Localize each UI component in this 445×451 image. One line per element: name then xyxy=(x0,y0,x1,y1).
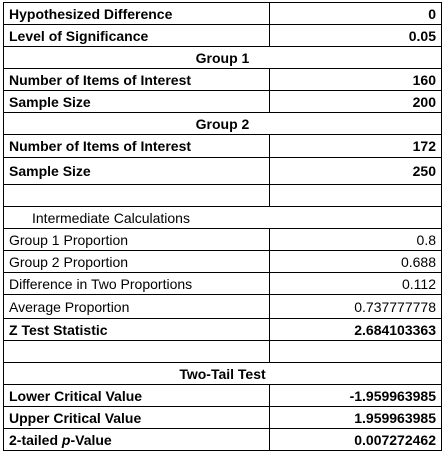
average-proportion-label[interactable]: Average Proportion xyxy=(3,294,270,319)
two-tail-header[interactable]: Two-Tail Test xyxy=(3,362,442,385)
row-blank-1 xyxy=(3,184,442,207)
blank-cell[interactable] xyxy=(269,184,442,207)
difference-label[interactable]: Difference in Two Proportions xyxy=(3,272,270,295)
level-of-significance-value[interactable]: 0.05 xyxy=(269,24,442,47)
upper-critical-value[interactable]: 1.959963985 xyxy=(269,406,442,429)
z-test-worksheet: Hypothesized Difference 0 Level of Signi… xyxy=(3,2,442,451)
p-value-label-prefix: 2-tailed xyxy=(9,431,62,448)
row-group2-sample-size: Sample Size 250 xyxy=(3,157,442,185)
group2-items-label[interactable]: Number of Items of Interest xyxy=(3,134,270,158)
row-group1-header: Group 1 xyxy=(3,46,442,69)
p-value-label-suffix: -Value xyxy=(70,431,112,448)
row-group1-proportion: Group 1 Proportion 0.8 xyxy=(3,228,442,251)
row-group2-header: Group 2 xyxy=(3,112,442,135)
row-blank-2 xyxy=(3,340,442,363)
row-upper-critical: Upper Critical Value 1.959963985 xyxy=(3,406,442,429)
lower-critical-label[interactable]: Lower Critical Value xyxy=(3,384,270,407)
lower-critical-value[interactable]: -1.959963985 xyxy=(269,384,442,407)
difference-value[interactable]: 0.112 xyxy=(269,272,442,295)
spreadsheet-table: Hypothesized Difference 0 Level of Signi… xyxy=(3,2,442,451)
hypothesized-difference-value[interactable]: 0 xyxy=(269,2,442,25)
row-group2-items: Number of Items of Interest 172 xyxy=(3,134,442,158)
group1-proportion-value[interactable]: 0.8 xyxy=(269,228,442,251)
z-statistic-label[interactable]: Z Test Statistic xyxy=(3,318,270,341)
blank-cell[interactable] xyxy=(3,184,270,207)
row-z-statistic: Z Test Statistic 2.684103363 xyxy=(3,318,442,341)
p-value-label-italic: p xyxy=(61,431,71,448)
blank-cell[interactable] xyxy=(269,340,442,363)
row-two-tail-header: Two-Tail Test xyxy=(3,362,442,385)
group1-sample-size-label[interactable]: Sample Size xyxy=(3,90,270,113)
group2-sample-size-label[interactable]: Sample Size xyxy=(3,157,270,185)
level-of-significance-label[interactable]: Level of Significance xyxy=(3,24,270,47)
upper-critical-label[interactable]: Upper Critical Value xyxy=(3,406,270,429)
group1-proportion-label[interactable]: Group 1 Proportion xyxy=(3,228,270,251)
group2-items-value[interactable]: 172 xyxy=(269,134,442,158)
group2-header[interactable]: Group 2 xyxy=(3,112,442,135)
row-difference: Difference in Two Proportions 0.112 xyxy=(3,272,442,295)
row-group1-items: Number of Items of Interest 160 xyxy=(3,68,442,91)
row-hypothesized-difference: Hypothesized Difference 0 xyxy=(3,2,442,25)
z-statistic-value[interactable]: 2.684103363 xyxy=(269,318,442,341)
average-proportion-value[interactable]: 0.737777778 xyxy=(269,294,442,319)
row-p-value: 2-tailed p-Value 0.007272462 xyxy=(3,428,442,451)
row-group2-proportion: Group 2 Proportion 0.688 xyxy=(3,250,442,273)
group1-items-label[interactable]: Number of Items of Interest xyxy=(3,68,270,91)
blank-cell[interactable] xyxy=(3,340,270,363)
intermediate-header[interactable]: Intermediate Calculations xyxy=(3,206,442,229)
group2-proportion-label[interactable]: Group 2 Proportion xyxy=(3,250,270,273)
group2-proportion-value[interactable]: 0.688 xyxy=(269,250,442,273)
hypothesized-difference-label[interactable]: Hypothesized Difference xyxy=(3,2,270,25)
row-lower-critical: Lower Critical Value -1.959963985 xyxy=(3,384,442,407)
group2-sample-size-value[interactable]: 250 xyxy=(269,157,442,185)
group1-header[interactable]: Group 1 xyxy=(3,46,442,69)
p-value-label[interactable]: 2-tailed p-Value xyxy=(3,428,270,451)
row-level-of-significance: Level of Significance 0.05 xyxy=(3,24,442,47)
row-group1-sample-size: Sample Size 200 xyxy=(3,90,442,113)
group1-items-value[interactable]: 160 xyxy=(269,68,442,91)
row-average-proportion: Average Proportion 0.737777778 xyxy=(3,294,442,319)
row-intermediate-header: Intermediate Calculations xyxy=(3,206,442,229)
group1-sample-size-value[interactable]: 200 xyxy=(269,90,442,113)
p-value-value[interactable]: 0.007272462 xyxy=(269,428,442,451)
